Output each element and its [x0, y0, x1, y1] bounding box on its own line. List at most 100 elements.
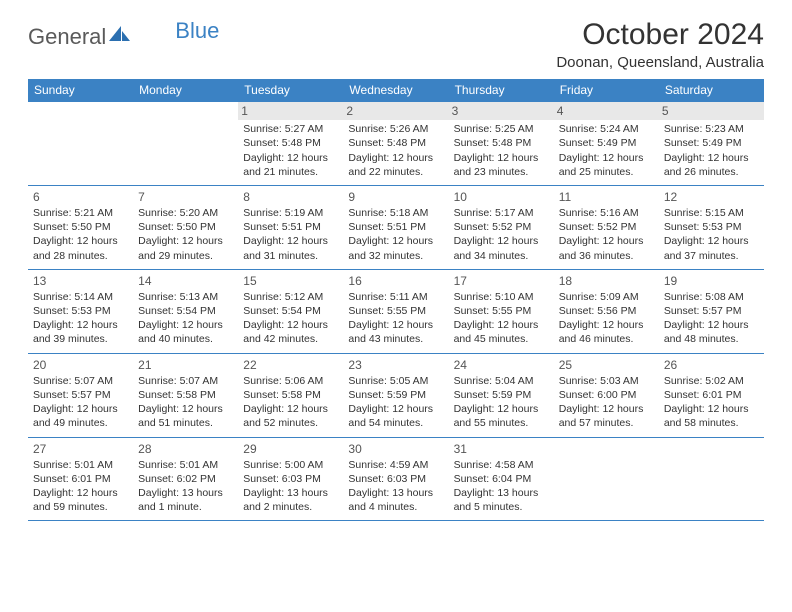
day-info-line: Sunset: 5:51 PM — [243, 220, 338, 234]
logo: GeneralBlue — [28, 18, 219, 50]
day-info-line: Sunrise: 5:23 AM — [664, 122, 759, 136]
day-info-line: and 45 minutes. — [454, 332, 549, 346]
weekday-header-cell: Tuesday — [238, 79, 343, 102]
day-number: 24 — [454, 357, 549, 373]
calendar-week-row: 20Sunrise: 5:07 AMSunset: 5:57 PMDayligh… — [28, 354, 764, 438]
day-info-line: Daylight: 12 hours — [664, 402, 759, 416]
calendar-day-cell: 1Sunrise: 5:27 AMSunset: 5:48 PMDaylight… — [238, 102, 343, 185]
day-info-line: and 22 minutes. — [348, 165, 443, 179]
day-number: 19 — [664, 273, 759, 289]
day-info-line: Sunset: 6:02 PM — [138, 472, 233, 486]
day-number: 29 — [243, 441, 338, 457]
day-info-line: Daylight: 12 hours — [664, 318, 759, 332]
day-info-line: and 39 minutes. — [33, 332, 128, 346]
day-info-line: Sunrise: 5:01 AM — [33, 458, 128, 472]
day-info-line: Sunrise: 5:15 AM — [664, 206, 759, 220]
day-info-line: and 40 minutes. — [138, 332, 233, 346]
day-number: 27 — [33, 441, 128, 457]
day-info-line: Daylight: 13 hours — [243, 486, 338, 500]
day-info-line: Sunset: 5:55 PM — [454, 304, 549, 318]
day-info-line: Sunset: 5:49 PM — [664, 136, 759, 150]
calendar-weekday-header: SundayMondayTuesdayWednesdayThursdayFrid… — [28, 79, 764, 102]
calendar-day-cell: 8Sunrise: 5:19 AMSunset: 5:51 PMDaylight… — [238, 186, 343, 269]
day-info-line: Sunrise: 5:19 AM — [243, 206, 338, 220]
day-info-line: Daylight: 12 hours — [559, 402, 654, 416]
day-info-line: Daylight: 12 hours — [454, 402, 549, 416]
weekday-header-cell: Saturday — [659, 79, 764, 102]
day-info-line: and 5 minutes. — [454, 500, 549, 514]
day-info-line: Sunset: 6:03 PM — [348, 472, 443, 486]
calendar-day-cell: 22Sunrise: 5:06 AMSunset: 5:58 PMDayligh… — [238, 354, 343, 437]
day-info-line: Sunset: 5:57 PM — [664, 304, 759, 318]
calendar-day-cell: 3Sunrise: 5:25 AMSunset: 5:48 PMDaylight… — [449, 102, 554, 185]
day-number: 10 — [454, 189, 549, 205]
day-number: 6 — [33, 189, 128, 205]
day-number: 13 — [33, 273, 128, 289]
day-info-line: Sunrise: 5:24 AM — [559, 122, 654, 136]
day-info-line: and 29 minutes. — [138, 249, 233, 263]
calendar-day-cell: 7Sunrise: 5:20 AMSunset: 5:50 PMDaylight… — [133, 186, 238, 269]
day-number: 21 — [138, 357, 233, 373]
day-info-line: Daylight: 12 hours — [454, 234, 549, 248]
day-number: 28 — [138, 441, 233, 457]
day-info-line: Daylight: 12 hours — [348, 402, 443, 416]
day-info-line: Sunrise: 5:02 AM — [664, 374, 759, 388]
day-number: 3 — [449, 102, 554, 120]
day-info-line: Sunrise: 5:26 AM — [348, 122, 443, 136]
day-info-line: Daylight: 12 hours — [243, 151, 338, 165]
calendar-day-cell: 6Sunrise: 5:21 AMSunset: 5:50 PMDaylight… — [28, 186, 133, 269]
day-info-line: Sunset: 5:49 PM — [559, 136, 654, 150]
day-info-line: and 42 minutes. — [243, 332, 338, 346]
day-info-line: Sunrise: 5:04 AM — [454, 374, 549, 388]
day-info-line: Daylight: 12 hours — [664, 234, 759, 248]
day-info-line: and 25 minutes. — [559, 165, 654, 179]
calendar-body: 1Sunrise: 5:27 AMSunset: 5:48 PMDaylight… — [28, 102, 764, 521]
day-number: 20 — [33, 357, 128, 373]
day-info-line: and 31 minutes. — [243, 249, 338, 263]
day-number: 12 — [664, 189, 759, 205]
day-number: 16 — [348, 273, 443, 289]
day-info-line: and 2 minutes. — [243, 500, 338, 514]
calendar-day-cell: 14Sunrise: 5:13 AMSunset: 5:54 PMDayligh… — [133, 270, 238, 353]
day-info-line: Daylight: 12 hours — [559, 151, 654, 165]
day-info-line: and 37 minutes. — [664, 249, 759, 263]
month-title: October 2024 — [556, 18, 764, 52]
day-info-line: Sunrise: 5:07 AM — [33, 374, 128, 388]
day-info-line: Sunrise: 5:12 AM — [243, 290, 338, 304]
day-info-line: and 34 minutes. — [454, 249, 549, 263]
day-info-line: Daylight: 12 hours — [33, 318, 128, 332]
day-info-line: Sunrise: 5:06 AM — [243, 374, 338, 388]
calendar-day-cell: 26Sunrise: 5:02 AMSunset: 6:01 PMDayligh… — [659, 354, 764, 437]
day-info-line: Sunset: 5:54 PM — [138, 304, 233, 318]
day-info-line: and 46 minutes. — [559, 332, 654, 346]
calendar-day-cell: 10Sunrise: 5:17 AMSunset: 5:52 PMDayligh… — [449, 186, 554, 269]
day-info-line: Daylight: 12 hours — [138, 318, 233, 332]
day-number: 11 — [559, 189, 654, 205]
day-info-line: Sunset: 5:56 PM — [559, 304, 654, 318]
logo-text-1: General — [28, 24, 106, 50]
calendar-week-row: 6Sunrise: 5:21 AMSunset: 5:50 PMDaylight… — [28, 186, 764, 270]
day-number: 15 — [243, 273, 338, 289]
calendar-day-cell — [133, 102, 238, 185]
weekday-header-cell: Thursday — [449, 79, 554, 102]
calendar-day-cell: 11Sunrise: 5:16 AMSunset: 5:52 PMDayligh… — [554, 186, 659, 269]
day-info-line: Sunrise: 5:16 AM — [559, 206, 654, 220]
day-info-line: Sunrise: 5:07 AM — [138, 374, 233, 388]
day-info-line: Sunset: 5:55 PM — [348, 304, 443, 318]
day-number: 4 — [554, 102, 659, 120]
day-info-line: Sunrise: 5:10 AM — [454, 290, 549, 304]
day-info-line: Daylight: 12 hours — [348, 151, 443, 165]
day-info-line: Sunrise: 5:00 AM — [243, 458, 338, 472]
day-info-line: Sunrise: 5:25 AM — [454, 122, 549, 136]
calendar-page: GeneralBlue October 2024 Doonan, Queensl… — [0, 0, 792, 531]
day-number: 2 — [343, 102, 448, 120]
day-info-line: Sunset: 5:52 PM — [559, 220, 654, 234]
day-info-line: and 26 minutes. — [664, 165, 759, 179]
calendar-day-cell — [28, 102, 133, 185]
calendar-day-cell: 24Sunrise: 5:04 AMSunset: 5:59 PMDayligh… — [449, 354, 554, 437]
day-number: 30 — [348, 441, 443, 457]
calendar-day-cell: 28Sunrise: 5:01 AMSunset: 6:02 PMDayligh… — [133, 438, 238, 521]
day-info-line: and 21 minutes. — [243, 165, 338, 179]
calendar-day-cell: 23Sunrise: 5:05 AMSunset: 5:59 PMDayligh… — [343, 354, 448, 437]
day-number: 25 — [559, 357, 654, 373]
